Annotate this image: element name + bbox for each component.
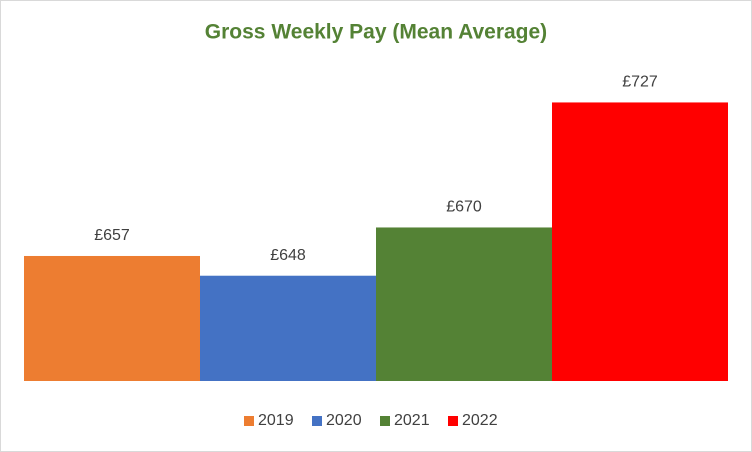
- legend-swatch: [380, 416, 390, 426]
- legend-swatch: [312, 416, 322, 426]
- data-label: £648: [270, 247, 306, 264]
- bar: [376, 227, 552, 381]
- data-label: £727: [622, 74, 658, 91]
- legend-label: 2019: [258, 412, 294, 429]
- bar: [552, 102, 728, 382]
- chart-title: Gross Weekly Pay (Mean Average): [205, 21, 547, 44]
- bar: [24, 255, 200, 381]
- legend-swatch: [448, 416, 458, 426]
- legend-swatch: [244, 416, 254, 426]
- data-label: £657: [94, 227, 130, 244]
- legend-label: 2022: [462, 412, 498, 429]
- bar: [200, 275, 376, 381]
- data-label: £670: [446, 199, 482, 216]
- legend-label: 2020: [326, 412, 362, 429]
- legend-label: 2021: [394, 412, 430, 429]
